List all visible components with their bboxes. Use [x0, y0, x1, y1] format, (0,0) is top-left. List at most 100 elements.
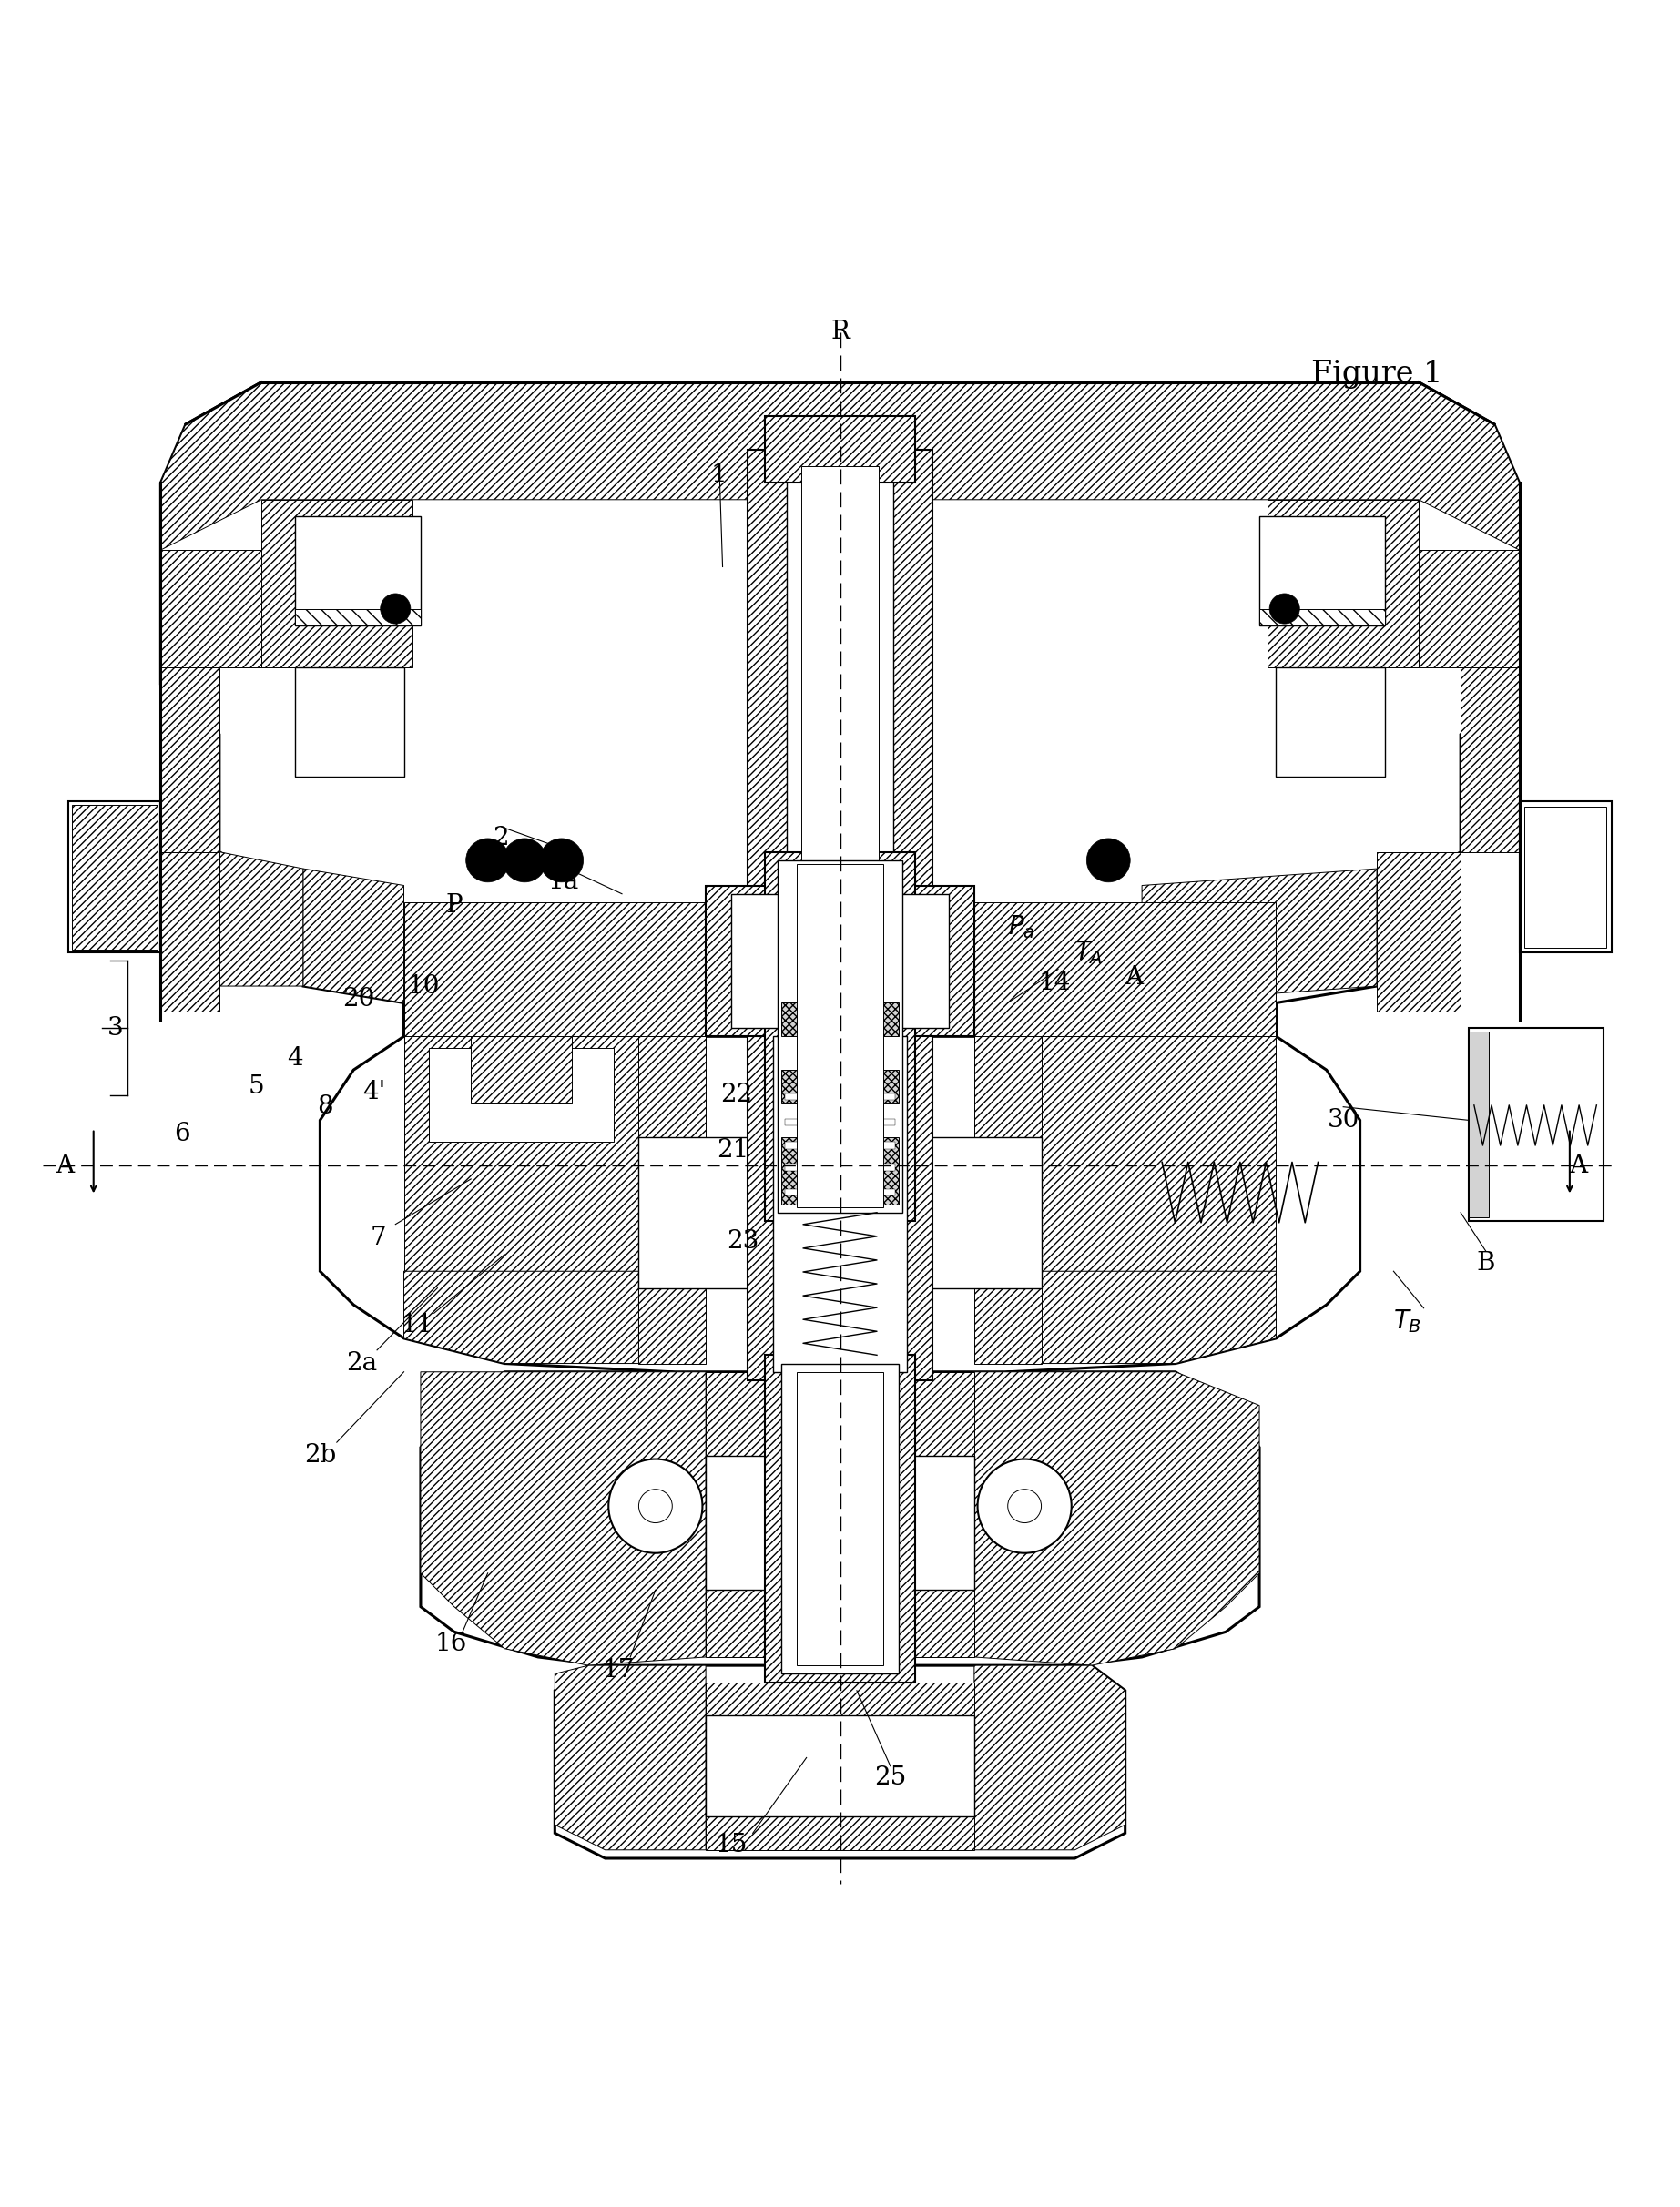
- Circle shape: [465, 839, 509, 883]
- Bar: [731, 894, 949, 1028]
- Bar: [764, 852, 916, 1220]
- Bar: [1468, 1031, 1488, 1218]
- Text: 1a: 1a: [548, 870, 580, 894]
- Polygon shape: [1042, 1271, 1277, 1364]
- Bar: [470, 1037, 571, 1104]
- Bar: [294, 667, 403, 777]
- Bar: [1277, 667, 1386, 777]
- Text: $P_a$: $P_a$: [1008, 914, 1035, 940]
- Polygon shape: [974, 1373, 1260, 1666]
- Text: 4': 4': [363, 1079, 385, 1104]
- Text: 2: 2: [494, 825, 509, 850]
- Text: 10: 10: [408, 973, 440, 998]
- Polygon shape: [403, 1037, 638, 1271]
- Bar: [1524, 806, 1606, 947]
- Polygon shape: [420, 1373, 706, 1666]
- Text: 8: 8: [318, 1095, 333, 1119]
- Bar: [786, 457, 894, 1028]
- Polygon shape: [161, 667, 220, 852]
- Circle shape: [638, 1490, 672, 1523]
- Polygon shape: [161, 852, 220, 1011]
- Bar: [785, 1190, 895, 1196]
- Polygon shape: [403, 1271, 638, 1364]
- Polygon shape: [706, 1816, 974, 1849]
- Text: 2b: 2b: [304, 1443, 336, 1468]
- Polygon shape: [974, 1037, 1042, 1137]
- Circle shape: [502, 839, 546, 883]
- Bar: [638, 1037, 706, 1137]
- Text: 4: 4: [287, 1046, 302, 1070]
- Text: 25: 25: [874, 1766, 907, 1790]
- Bar: [801, 466, 879, 1020]
- Polygon shape: [262, 499, 412, 667]
- Bar: [778, 861, 902, 1212]
- Bar: [781, 1137, 899, 1205]
- Text: 15: 15: [716, 1832, 748, 1856]
- Polygon shape: [974, 903, 1277, 1037]
- Polygon shape: [1378, 852, 1460, 987]
- Bar: [796, 863, 884, 1207]
- Text: A: A: [1124, 964, 1142, 991]
- Bar: [706, 1715, 974, 1816]
- Bar: [781, 1364, 899, 1673]
- Text: A: A: [55, 1154, 74, 1179]
- Bar: [781, 1070, 899, 1104]
- Bar: [974, 1037, 1042, 1137]
- Polygon shape: [1378, 852, 1460, 1011]
- Bar: [403, 1037, 638, 1154]
- Text: 5: 5: [249, 1075, 264, 1099]
- Text: R: R: [830, 320, 850, 344]
- Bar: [1519, 801, 1611, 953]
- Bar: [764, 1355, 916, 1682]
- Bar: [638, 1137, 1042, 1289]
- Polygon shape: [302, 870, 403, 1002]
- Text: 14: 14: [1038, 971, 1070, 995]
- Text: $T_A$: $T_A$: [1074, 938, 1102, 967]
- Polygon shape: [638, 1037, 706, 1137]
- Text: 7: 7: [371, 1225, 386, 1249]
- Polygon shape: [554, 1666, 706, 1849]
- Bar: [748, 1028, 932, 1379]
- Text: A: A: [1569, 1154, 1588, 1179]
- Circle shape: [1087, 839, 1131, 883]
- Polygon shape: [554, 1666, 1126, 1858]
- Bar: [748, 450, 932, 1037]
- Bar: [773, 1037, 907, 1373]
- Polygon shape: [974, 1666, 1126, 1849]
- Polygon shape: [161, 382, 1519, 550]
- Text: 1: 1: [711, 461, 727, 488]
- Text: 16: 16: [435, 1631, 467, 1655]
- Text: B: B: [1477, 1251, 1495, 1276]
- Bar: [706, 1457, 974, 1589]
- Text: 11: 11: [402, 1313, 433, 1337]
- Bar: [428, 1048, 613, 1141]
- Bar: [781, 1002, 899, 1037]
- Circle shape: [380, 594, 410, 625]
- Polygon shape: [1042, 1037, 1277, 1271]
- Bar: [785, 1092, 895, 1099]
- Polygon shape: [1460, 667, 1519, 852]
- Circle shape: [1270, 594, 1300, 625]
- Bar: [1260, 609, 1386, 625]
- Text: P: P: [445, 894, 462, 918]
- Text: 23: 23: [727, 1229, 759, 1254]
- Text: 17: 17: [603, 1657, 635, 1682]
- Circle shape: [978, 1459, 1072, 1554]
- Circle shape: [1008, 1490, 1042, 1523]
- Text: 30: 30: [1327, 1108, 1359, 1132]
- Polygon shape: [706, 1373, 974, 1457]
- Bar: [785, 1163, 895, 1170]
- Bar: [706, 885, 974, 1037]
- Bar: [72, 806, 158, 949]
- Polygon shape: [161, 382, 1519, 1037]
- Polygon shape: [220, 852, 302, 987]
- Polygon shape: [1418, 550, 1519, 667]
- Polygon shape: [706, 1682, 974, 1715]
- Polygon shape: [1268, 499, 1418, 667]
- Text: 2a: 2a: [346, 1351, 378, 1375]
- Circle shape: [539, 839, 583, 883]
- Bar: [785, 1141, 895, 1150]
- Text: 22: 22: [721, 1084, 753, 1108]
- Polygon shape: [706, 1589, 974, 1657]
- Text: 21: 21: [717, 1139, 749, 1163]
